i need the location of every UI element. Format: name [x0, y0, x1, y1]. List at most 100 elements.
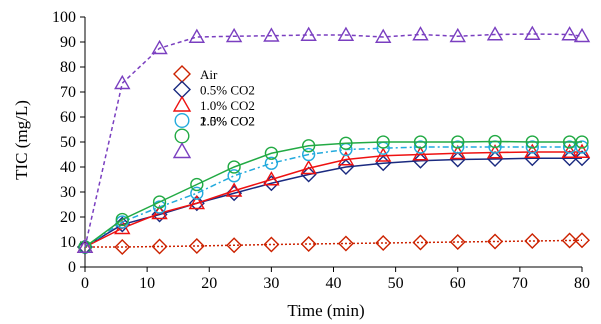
data-point [413, 135, 428, 149]
data-point [412, 234, 429, 251]
series-line [85, 239, 583, 248]
data-point [374, 147, 392, 162]
data-point [300, 166, 317, 183]
y-tick-label: 50 [60, 134, 76, 151]
x-tick-label: 70 [512, 275, 528, 292]
data-point [337, 151, 355, 166]
data-point [412, 26, 429, 41]
y-tick-label: 70 [60, 84, 76, 101]
data-point [573, 27, 591, 43]
series-0 [77, 232, 590, 255]
legend-label: 2.0% CO2 [200, 114, 255, 129]
data-point [151, 39, 168, 55]
data-point [524, 25, 541, 40]
legend-label-overlap: 1.5% CO2 [200, 114, 255, 129]
data-point [263, 236, 280, 253]
data-point [114, 74, 131, 90]
legend-marker [174, 128, 190, 144]
data-point [301, 147, 316, 162]
data-point [114, 239, 131, 255]
data-point [574, 150, 590, 167]
y-axis-title: TIC (mg/L) [12, 100, 31, 180]
data-point [227, 169, 241, 183]
x-tick-label: 50 [388, 275, 404, 292]
data-point [226, 237, 243, 254]
data-point [264, 156, 279, 170]
data-point [151, 238, 168, 255]
data-point [412, 146, 429, 161]
data-point [449, 151, 466, 168]
y-tick-label: 60 [60, 109, 76, 126]
data-point [188, 194, 206, 210]
data-point [337, 235, 354, 252]
data-point [575, 140, 589, 154]
x-axis-title: Time (min) [287, 301, 364, 320]
legend-marker [173, 65, 191, 83]
data-point [301, 139, 316, 153]
series-layer [76, 25, 591, 255]
y-tick-label: 0 [68, 259, 76, 276]
data-point [525, 140, 539, 154]
data-point [487, 151, 504, 167]
data-point [561, 232, 578, 249]
data-point [574, 232, 590, 249]
y-tick-label: 40 [60, 159, 76, 176]
data-point [300, 236, 317, 252]
data-point [263, 171, 280, 186]
data-point [190, 186, 204, 200]
data-point [412, 152, 429, 169]
data-point [487, 233, 504, 250]
data-point [263, 27, 280, 42]
legend-marker [172, 142, 192, 159]
data-point [524, 233, 541, 249]
y-tick-label: 80 [60, 59, 76, 76]
legend-marker [174, 112, 190, 128]
series-line [84, 33, 583, 248]
data-point [264, 146, 279, 160]
x-tick-label: 40 [326, 275, 342, 292]
data-point [375, 235, 392, 251]
data-point [225, 27, 243, 43]
y-tick-label: 90 [60, 34, 76, 51]
data-point [525, 135, 539, 149]
data-point [575, 135, 589, 149]
x-tick-label: 80 [574, 275, 590, 292]
data-point [376, 135, 390, 149]
data-point [339, 136, 353, 150]
data-point [449, 27, 466, 43]
data-point [486, 26, 504, 41]
x-tick-label: 30 [263, 275, 279, 292]
x-tick-label: 20 [201, 275, 217, 292]
data-point [225, 182, 243, 197]
data-point [227, 160, 241, 174]
data-point [115, 212, 129, 227]
legend-marker [173, 80, 191, 99]
series-5 [76, 25, 591, 253]
series-line [84, 151, 582, 248]
y-tick-label: 100 [52, 9, 76, 26]
data-point [152, 200, 167, 214]
legend-label: 0.5% CO2 [200, 83, 255, 98]
legend-label: 1.0% CO2 [200, 98, 255, 113]
data-point [300, 159, 317, 175]
data-point [488, 134, 502, 149]
y-tick-label: 30 [60, 184, 76, 201]
axes: 0 10 20 30 40 50 60 70 80 90 100 0 10 20 30 40 50 60 70 80 [52, 9, 590, 292]
legend-marker [172, 95, 192, 112]
data-point [374, 28, 392, 43]
data-point [413, 140, 428, 154]
data-point [76, 238, 94, 253]
y-tick-label: 10 [60, 234, 76, 251]
data-point [561, 26, 578, 41]
data-point [451, 140, 465, 154]
data-point [449, 234, 466, 250]
data-point [561, 150, 578, 167]
data-point [190, 177, 204, 192]
x-tick-label: 10 [139, 275, 155, 292]
data-point [188, 28, 206, 43]
legend-label: Air [200, 67, 218, 82]
data-point [451, 135, 465, 149]
data-point [300, 26, 317, 41]
